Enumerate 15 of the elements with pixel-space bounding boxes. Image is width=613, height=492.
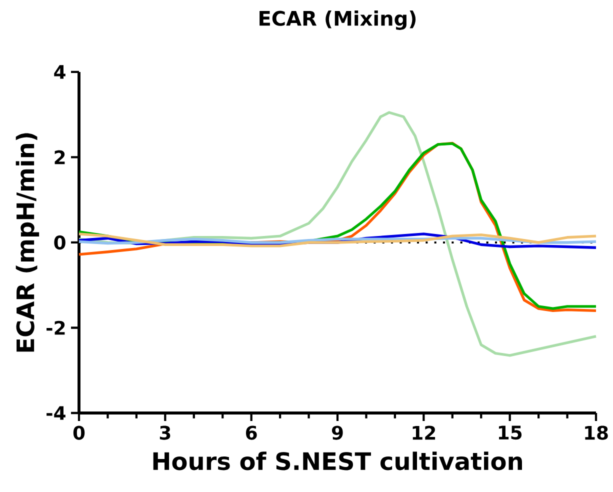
x-tick-label: 12 <box>412 426 436 440</box>
y-tick-label: -4 <box>46 406 66 420</box>
x-tick-label: 3 <box>160 426 170 440</box>
y-tick-label: 0 <box>54 235 66 250</box>
x-tick-label: 9 <box>332 426 343 440</box>
y-tick-label: 2 <box>54 150 65 164</box>
y-axis-title: ECAR (mpH/min) <box>16 133 40 352</box>
x-tick-label: 6 <box>246 426 257 440</box>
x-tick-label: 18 <box>585 426 608 440</box>
x-tick-label: 15 <box>498 426 522 440</box>
x-axis-title: Hours of S.NEST cultivation <box>153 452 522 470</box>
y-tick-label: 4 <box>54 65 66 79</box>
y-tick-label: -2 <box>46 320 65 335</box>
chart-title: ECAR (Mixing) <box>260 10 416 30</box>
x-tick-label: 0 <box>73 426 85 440</box>
